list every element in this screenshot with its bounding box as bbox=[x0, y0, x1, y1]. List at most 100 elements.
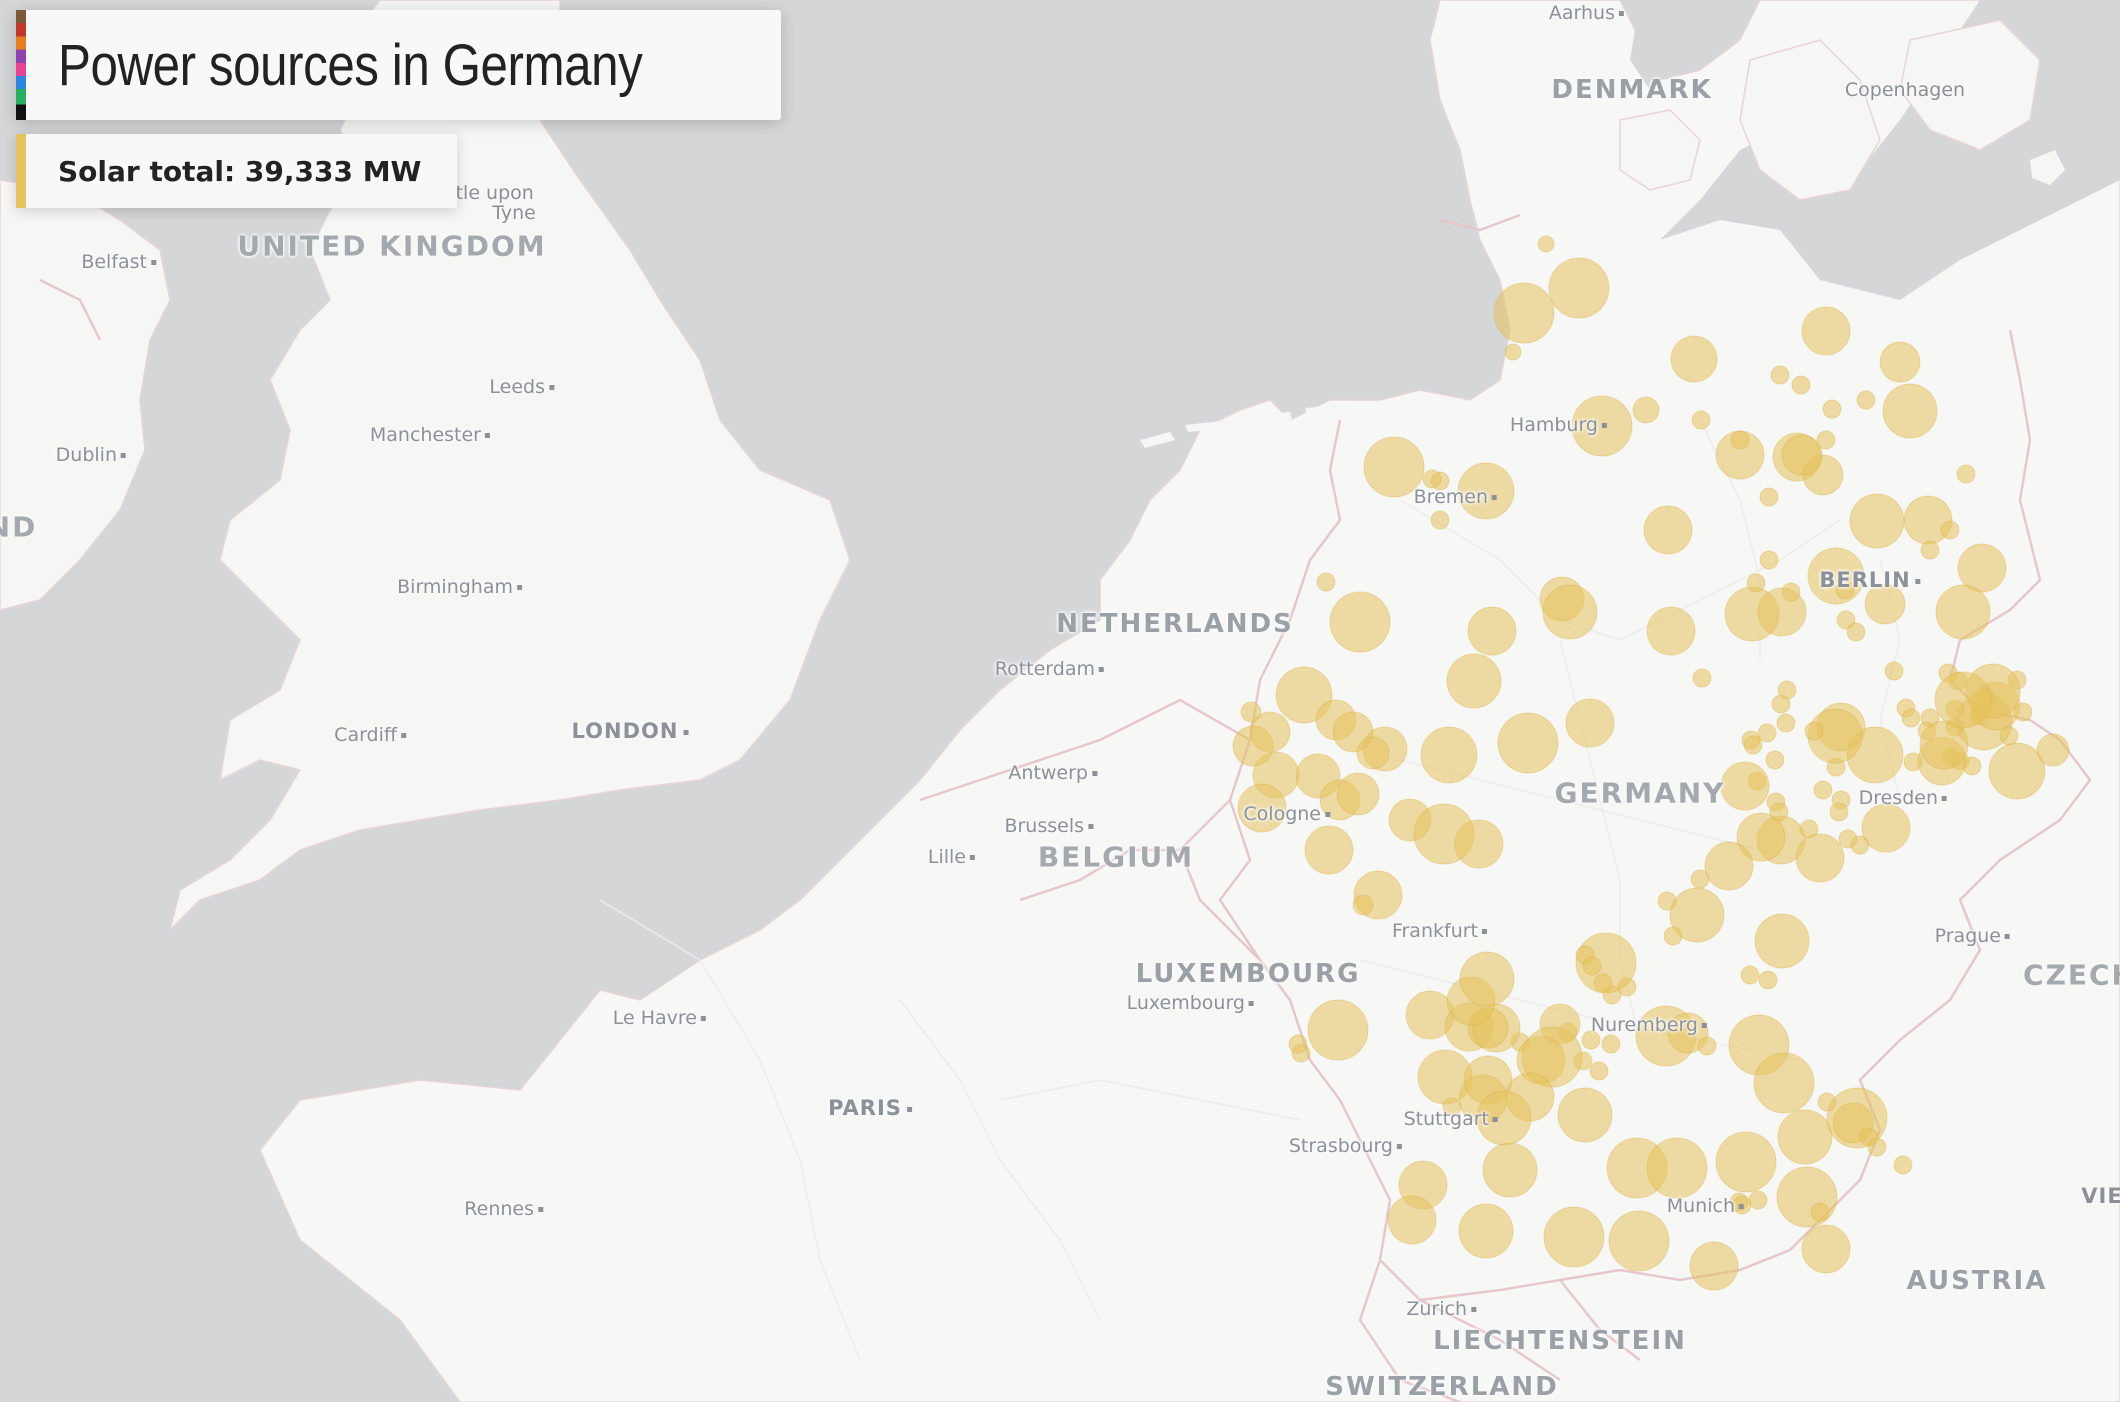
solar-plant-bubble[interactable] bbox=[1387, 1195, 1437, 1245]
solar-plant-bubble[interactable] bbox=[1493, 282, 1555, 344]
solar-plant-bubble[interactable] bbox=[1548, 257, 1610, 319]
solar-plant-bubble[interactable] bbox=[1757, 723, 1777, 743]
solar-plant-bubble[interactable] bbox=[1329, 591, 1391, 653]
solar-plant-bubble[interactable] bbox=[1670, 335, 1718, 383]
solar-plant-bubble[interactable] bbox=[1765, 750, 1785, 770]
solar-plant-bubble[interactable] bbox=[1919, 720, 1969, 770]
solar-plant-bubble[interactable] bbox=[1504, 343, 1522, 361]
solar-plant-bubble[interactable] bbox=[1777, 680, 1797, 700]
solar-plant-bubble[interactable] bbox=[1776, 713, 1796, 733]
solar-plant-bubble[interactable] bbox=[1861, 803, 1911, 853]
solar-plant-bubble[interactable] bbox=[1646, 1137, 1708, 1199]
solar-plant-bubble[interactable] bbox=[1753, 1052, 1815, 1114]
solar-plant-bubble[interactable] bbox=[1801, 306, 1851, 356]
solar-plant-bubble[interactable] bbox=[1893, 1155, 1913, 1175]
solar-plant-bubble[interactable] bbox=[1901, 708, 1921, 728]
solar-plant-bubble[interactable] bbox=[1884, 661, 1904, 681]
solar-plant-bubble[interactable] bbox=[1632, 396, 1660, 424]
solar-plant-bubble[interactable] bbox=[1542, 584, 1598, 640]
solar-plant-bubble[interactable] bbox=[1867, 1137, 1887, 1157]
solar-plant-bubble[interactable] bbox=[1582, 956, 1602, 976]
solar-plant-bubble[interactable] bbox=[1657, 891, 1677, 911]
solar-plant-bubble[interactable] bbox=[1482, 1142, 1538, 1198]
solar-plant-bubble[interactable] bbox=[1275, 666, 1333, 724]
solar-plant-bubble[interactable] bbox=[1879, 341, 1921, 383]
solar-plant-bubble[interactable] bbox=[1777, 1109, 1833, 1165]
solar-plant-bubble[interactable] bbox=[1454, 819, 1504, 869]
solar-plant-bubble[interactable] bbox=[1849, 493, 1905, 549]
solar-plant-bubble[interactable] bbox=[1746, 573, 1766, 593]
solar-plant-bubble[interactable] bbox=[1363, 436, 1425, 498]
solar-plant-bubble[interactable] bbox=[1704, 841, 1754, 891]
solar-plant-bubble[interactable] bbox=[1795, 833, 1845, 883]
solar-plant-bubble[interactable] bbox=[2013, 702, 2033, 722]
solar-plant-bubble[interactable] bbox=[1663, 926, 1683, 946]
solar-plant-bubble[interactable] bbox=[1822, 399, 1842, 419]
solar-plant-bubble[interactable] bbox=[1697, 1036, 1717, 1056]
solar-plant-bubble[interactable] bbox=[1288, 1034, 1308, 1054]
solar-plant-bubble[interactable] bbox=[1956, 464, 1976, 484]
solar-plant-bubble[interactable] bbox=[1759, 487, 1779, 507]
solar-plant-bubble[interactable] bbox=[1692, 668, 1712, 688]
solar-plant-bubble[interactable] bbox=[1882, 383, 1938, 439]
solar-plant-bubble[interactable] bbox=[1801, 1224, 1851, 1274]
solar-plant-bubble[interactable] bbox=[1458, 1203, 1514, 1259]
solar-plant-bubble[interactable] bbox=[1781, 582, 1801, 602]
solar-plant-bubble[interactable] bbox=[1934, 671, 1992, 729]
solar-plant-bubble[interactable] bbox=[1769, 802, 1789, 822]
solar-plant-bubble[interactable] bbox=[1935, 584, 1991, 640]
solar-plant-bubble[interactable] bbox=[1748, 1190, 1768, 1210]
solar-plant-bubble[interactable] bbox=[1689, 1241, 1739, 1291]
solar-plant-bubble[interactable] bbox=[1669, 887, 1725, 943]
solar-plant-bubble[interactable] bbox=[1521, 1026, 1583, 1088]
solar-plant-bubble[interactable] bbox=[1743, 735, 1763, 755]
solar-plant-bubble[interactable] bbox=[1467, 606, 1517, 656]
solar-plant-bubble[interactable] bbox=[1810, 1202, 1830, 1222]
solar-plant-bubble[interactable] bbox=[1962, 756, 1982, 776]
solar-plant-bubble[interactable] bbox=[1617, 977, 1637, 997]
solar-plant-bubble[interactable] bbox=[1643, 505, 1693, 555]
solar-plant-bubble[interactable] bbox=[1817, 1092, 1837, 1112]
solar-plant-bubble[interactable] bbox=[1557, 1087, 1613, 1143]
solar-plant-bubble[interactable] bbox=[1352, 894, 1374, 916]
solar-plant-bubble[interactable] bbox=[1759, 550, 1779, 570]
solar-plant-bubble[interactable] bbox=[1850, 835, 1870, 855]
solar-plant-bubble[interactable] bbox=[1754, 913, 1810, 969]
solar-plant-bubble[interactable] bbox=[1736, 812, 1786, 862]
solar-plant-bubble[interactable] bbox=[1740, 965, 1760, 985]
solar-plant-bubble[interactable] bbox=[1920, 540, 1940, 560]
solar-plant-bubble[interactable] bbox=[1232, 725, 1274, 767]
solar-plant-bubble[interactable] bbox=[1856, 390, 1876, 410]
solar-plant-bubble[interactable] bbox=[1497, 712, 1559, 774]
solar-plant-bubble[interactable] bbox=[1770, 365, 1790, 385]
solar-plant-bubble[interactable] bbox=[1846, 622, 1866, 642]
solar-plant-bubble[interactable] bbox=[1593, 973, 1613, 993]
solar-plant-bubble[interactable] bbox=[1776, 1166, 1838, 1228]
solar-plant-bubble[interactable] bbox=[1758, 970, 1778, 990]
solar-plant-bubble[interactable] bbox=[1646, 606, 1696, 656]
solar-plant-bubble[interactable] bbox=[1304, 825, 1354, 875]
solar-plant-bubble[interactable] bbox=[1781, 434, 1823, 476]
solar-plant-bubble[interactable] bbox=[1356, 736, 1390, 770]
solar-plant-bubble[interactable] bbox=[1543, 1206, 1605, 1268]
solar-plant-bubble[interactable] bbox=[1589, 1061, 1609, 1081]
solar-plant-bubble[interactable] bbox=[1307, 999, 1369, 1061]
solar-plant-bubble[interactable] bbox=[1459, 951, 1515, 1007]
solar-plant-bubble[interactable] bbox=[1446, 653, 1502, 709]
solar-plant-bubble[interactable] bbox=[1720, 761, 1770, 811]
solar-plant-bubble[interactable] bbox=[1715, 1131, 1777, 1193]
solar-plant-bubble[interactable] bbox=[1957, 543, 2007, 593]
solar-plant-bubble[interactable] bbox=[1316, 572, 1336, 592]
solar-plant-bubble[interactable] bbox=[1940, 520, 1960, 540]
solar-bubbles[interactable] bbox=[1232, 235, 2070, 1291]
solar-plant-bubble[interactable] bbox=[1730, 430, 1750, 450]
solar-plant-bubble[interactable] bbox=[1240, 701, 1262, 723]
solar-plant-bubble[interactable] bbox=[1836, 610, 1856, 630]
solar-plant-bubble[interactable] bbox=[1537, 235, 1555, 253]
solar-plant-bubble[interactable] bbox=[1565, 698, 1615, 748]
solar-plant-bubble[interactable] bbox=[1988, 742, 2046, 800]
solar-plant-bubble[interactable] bbox=[1430, 510, 1450, 530]
solar-plant-bubble[interactable] bbox=[1608, 1210, 1670, 1272]
solar-plant-bubble[interactable] bbox=[1691, 410, 1711, 430]
